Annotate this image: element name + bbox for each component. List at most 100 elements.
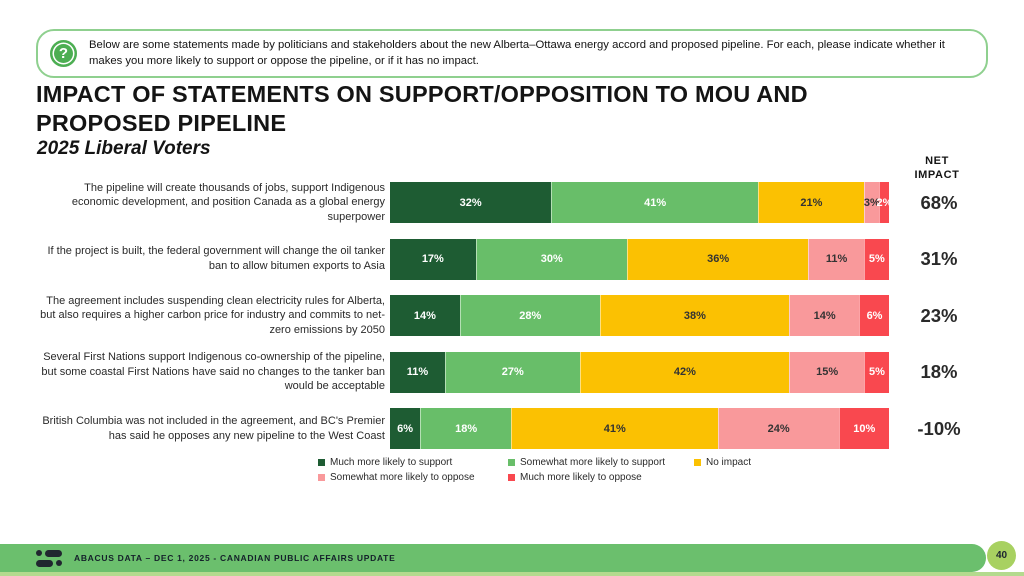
segment-value: 21% bbox=[800, 196, 823, 209]
bar-segment: 36% bbox=[626, 238, 809, 280]
question-box: ? Below are some statements made by poli… bbox=[36, 29, 988, 78]
bar-segment: 10% bbox=[838, 408, 889, 449]
bar-segment: 42% bbox=[579, 351, 790, 393]
question-icon: ? bbox=[50, 39, 77, 67]
legend-item: Somewhat more likely to oppose bbox=[318, 472, 508, 483]
footer-bar: ABACUS DATA – DEC 1, 2025 - CANADIAN PUB… bbox=[0, 544, 986, 572]
bar-segment: 17% bbox=[390, 238, 476, 280]
segment-value: 27% bbox=[501, 366, 524, 378]
segment-value: 41% bbox=[603, 422, 626, 435]
bar-segment: 21% bbox=[757, 182, 864, 223]
statement-label: Several First Nations support Indigenous… bbox=[41, 351, 385, 393]
legend-label: Much more likely to oppose bbox=[520, 472, 642, 483]
net-impact-value: 68% bbox=[920, 191, 958, 213]
segment-value: 11% bbox=[825, 253, 848, 265]
bottom-accent-strip bbox=[0, 572, 1024, 576]
stacked-bar: 14% 28% 38% 14% 6% bbox=[390, 295, 889, 336]
segment-value: 5% bbox=[869, 366, 885, 378]
legend-swatch bbox=[694, 459, 701, 466]
chart-legend: Much more likely to support Somewhat more… bbox=[318, 457, 751, 483]
bar-segment: 6% bbox=[859, 295, 889, 336]
statement-label: British Columbia was not included in the… bbox=[42, 414, 385, 442]
bar-segment: 18% bbox=[420, 408, 511, 449]
page-title-line1: IMPACT OF STATEMENTS ON SUPPORT/OPPOSITI… bbox=[36, 81, 808, 107]
legend-item: Much more likely to oppose bbox=[508, 472, 694, 483]
bar-segment: 41% bbox=[510, 408, 718, 449]
stacked-bar: 6% 18% 41% 24% 10% bbox=[390, 408, 889, 449]
bar-segment: 11% bbox=[390, 351, 445, 393]
chart-row: If the project is built, the federal gov… bbox=[35, 238, 989, 280]
segment-value: 18% bbox=[455, 422, 478, 435]
segment-value: 36% bbox=[707, 253, 730, 265]
segment-value: 10% bbox=[853, 422, 876, 435]
chart-row: British Columbia was not included in the… bbox=[35, 408, 989, 449]
segment-value: 3% bbox=[863, 196, 880, 209]
segment-value: 17% bbox=[421, 253, 444, 265]
legend-item: Somewhat more likely to support bbox=[508, 457, 694, 468]
statement-label: The pipeline will create thousands of jo… bbox=[71, 181, 385, 223]
stacked-bar: 32% 41% 21% 3% 2% bbox=[390, 182, 893, 223]
legend-swatch bbox=[318, 459, 325, 466]
net-impact-value: 31% bbox=[920, 248, 958, 269]
segment-value: 28% bbox=[519, 309, 542, 322]
page-subtitle: 2025 Liberal Voters bbox=[37, 138, 211, 159]
bar-segment: 5% bbox=[863, 238, 889, 280]
segment-value: 2% bbox=[876, 196, 893, 209]
bar-segment: 14% bbox=[390, 295, 460, 336]
bar-segment: 11% bbox=[808, 238, 864, 280]
net-impact-value: 18% bbox=[920, 361, 958, 382]
bar-segment: 32% bbox=[390, 182, 552, 223]
segment-value: 38% bbox=[683, 309, 706, 322]
statement-label: If the project is built, the federal gov… bbox=[47, 245, 385, 272]
segment-value: 42% bbox=[673, 366, 696, 378]
bar-segment: 2% bbox=[876, 182, 893, 223]
legend-label: Somewhat more likely to support bbox=[520, 457, 666, 468]
segment-value: 30% bbox=[540, 253, 563, 265]
question-text: Below are some statements made by politi… bbox=[89, 39, 945, 68]
bar-segment: 24% bbox=[717, 408, 839, 449]
page-title: IMPACT OF STATEMENTS ON SUPPORT/OPPOSITI… bbox=[36, 80, 808, 138]
chart-row: Several First Nations support Indigenous… bbox=[35, 351, 989, 393]
bar-segment: 28% bbox=[459, 295, 600, 336]
bar-segment: 38% bbox=[599, 295, 790, 336]
bar-segment: 14% bbox=[789, 295, 860, 336]
page-number-badge: 40 bbox=[987, 541, 1016, 570]
segment-value: 6% bbox=[397, 422, 414, 435]
legend-item: Much more likely to support bbox=[318, 457, 508, 468]
page-title-line2: PROPOSED PIPELINE bbox=[36, 109, 287, 136]
bar-segment: 6% bbox=[390, 408, 421, 449]
legend-label: No impact bbox=[706, 457, 752, 468]
bar-segment: 3% bbox=[863, 182, 880, 223]
bar-segment: 5% bbox=[864, 351, 889, 393]
footer-source-text: ABACUS DATA – DEC 1, 2025 - CANADIAN PUB… bbox=[74, 553, 396, 563]
stacked-bar: 11% 27% 42% 15% 5% bbox=[390, 351, 889, 393]
segment-value: 14% bbox=[413, 309, 436, 322]
segment-value: 32% bbox=[459, 196, 482, 209]
statement-label: The agreement includes suspending clean … bbox=[40, 294, 385, 336]
segment-value: 24% bbox=[767, 422, 790, 435]
bar-segment: 27% bbox=[444, 351, 580, 393]
net-impact-value: -10% bbox=[917, 417, 961, 439]
legend-swatch bbox=[508, 459, 515, 466]
bar-segment: 15% bbox=[789, 351, 865, 393]
chart-row: The pipeline will create thousands of jo… bbox=[35, 182, 989, 223]
segment-value: 5% bbox=[868, 253, 885, 265]
stacked-bar-chart: The pipeline will create thousands of jo… bbox=[35, 182, 989, 465]
bar-segment: 30% bbox=[475, 238, 627, 280]
segment-value: 41% bbox=[644, 196, 667, 209]
legend-swatch bbox=[318, 474, 325, 481]
segment-value: 6% bbox=[866, 309, 883, 322]
abacus-data-logo bbox=[36, 549, 62, 567]
legend-label: Somewhat more likely to oppose bbox=[330, 472, 475, 483]
legend-label: Much more likely to support bbox=[330, 457, 453, 468]
bar-segment: 41% bbox=[551, 182, 758, 223]
net-impact-header: NET IMPACT bbox=[914, 155, 960, 182]
stacked-bar: 17% 30% 36% 11% 5% bbox=[390, 238, 889, 280]
chart-row: The agreement includes suspending clean … bbox=[35, 295, 989, 336]
segment-value: 15% bbox=[816, 366, 839, 378]
legend-swatch bbox=[508, 474, 515, 481]
segment-value: 14% bbox=[813, 309, 836, 322]
segment-value: 11% bbox=[406, 366, 429, 378]
legend-item: No impact bbox=[694, 457, 751, 468]
net-impact-value: 23% bbox=[920, 304, 958, 326]
